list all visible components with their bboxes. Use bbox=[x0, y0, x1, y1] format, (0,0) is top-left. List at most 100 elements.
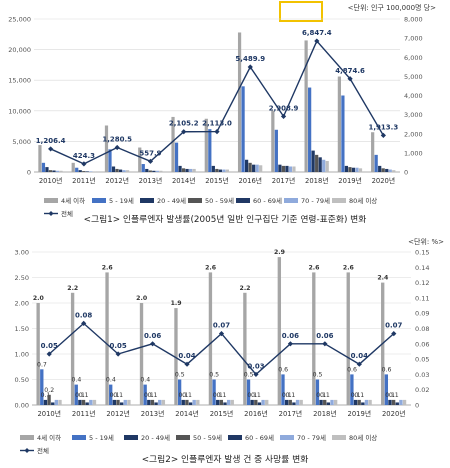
bar bbox=[285, 165, 289, 172]
bar-value-label: 0.1 bbox=[217, 392, 227, 399]
legend-label: 20 - 49세 bbox=[157, 196, 186, 205]
bar bbox=[81, 399, 86, 405]
bar bbox=[212, 379, 216, 405]
y-tick-label: 25,000 bbox=[8, 16, 31, 24]
bar bbox=[196, 399, 200, 405]
x-tick-label: 2019년 bbox=[338, 176, 362, 185]
bar bbox=[333, 399, 338, 405]
line-value-label: 0.07 bbox=[213, 322, 230, 330]
bar bbox=[323, 399, 327, 405]
y-tick-label: 10,000 bbox=[8, 107, 31, 115]
bar-value-label: 0.1 bbox=[41, 392, 51, 399]
bar bbox=[192, 168, 196, 172]
line-point bbox=[380, 132, 386, 139]
line-value-label: 0.03 bbox=[247, 362, 264, 370]
bar bbox=[288, 166, 293, 172]
bar bbox=[371, 132, 375, 172]
y2-tick-label: 0.03 bbox=[415, 371, 429, 379]
y-tick-label: 2.00 bbox=[15, 300, 29, 308]
y2-tick-label: 0.11 bbox=[415, 294, 429, 302]
legend-swatch bbox=[176, 435, 190, 440]
legend-label: 50 - 59세 bbox=[205, 196, 234, 205]
x-tick-label: 2013년 bbox=[139, 176, 163, 185]
bar bbox=[230, 399, 234, 405]
line-point bbox=[114, 144, 120, 151]
bar bbox=[141, 164, 145, 172]
line-value-label: 0.06 bbox=[144, 332, 161, 340]
bar-value-label: 0.1 bbox=[213, 392, 223, 399]
bar-value-label: 0.1 bbox=[110, 392, 120, 399]
y2-tick-label: 3,000 bbox=[404, 111, 423, 119]
legend-label: 70 - 79세 bbox=[301, 196, 330, 205]
line-value-label: 4,874.6 bbox=[335, 67, 365, 75]
bar bbox=[59, 170, 63, 172]
bar bbox=[288, 399, 292, 405]
bar bbox=[71, 162, 75, 172]
line-point bbox=[314, 38, 320, 44]
line-value-label: 424.3 bbox=[73, 152, 95, 160]
bar bbox=[89, 171, 93, 172]
legend-swatch bbox=[140, 198, 154, 203]
bar bbox=[261, 399, 265, 405]
x-tick-label: 2017년 bbox=[272, 176, 296, 185]
bar-value-label: 0.6 bbox=[347, 366, 357, 373]
legend-swatch bbox=[332, 435, 346, 440]
y2-tick-label: 7,000 bbox=[404, 35, 423, 43]
bar bbox=[254, 399, 258, 405]
bar bbox=[218, 169, 222, 172]
bar bbox=[392, 170, 396, 172]
line-value-label: 0.06 bbox=[316, 332, 333, 340]
line-value-label: 1,280.5 bbox=[102, 136, 132, 144]
line-point bbox=[147, 158, 154, 164]
bar bbox=[278, 164, 282, 172]
y2-tick-label: 4,000 bbox=[404, 92, 423, 100]
bar bbox=[257, 402, 262, 405]
bar bbox=[152, 170, 156, 172]
x-tick-label: 2013년 bbox=[141, 409, 165, 418]
bar bbox=[315, 379, 320, 405]
bar-value-label: 0.1 bbox=[389, 392, 399, 399]
bar bbox=[215, 168, 219, 172]
line-point bbox=[214, 128, 220, 135]
bar bbox=[177, 379, 182, 405]
bar bbox=[330, 399, 334, 405]
y-tick-label: 0.00 bbox=[15, 402, 29, 410]
line-value-label: 0.05 bbox=[109, 342, 126, 350]
bar bbox=[174, 142, 179, 172]
bar-value-label: 0.5 bbox=[209, 372, 219, 379]
y-tick-label: 20,000 bbox=[8, 46, 31, 54]
bar bbox=[350, 374, 354, 405]
bar-value-label: 0.1 bbox=[144, 392, 154, 399]
bar bbox=[341, 95, 345, 172]
bar bbox=[281, 374, 285, 405]
bar bbox=[243, 292, 247, 405]
bar bbox=[255, 164, 259, 172]
bar bbox=[158, 399, 162, 405]
total-line bbox=[50, 39, 384, 165]
bar bbox=[74, 384, 78, 405]
y-tick-label: 2.50 bbox=[15, 274, 29, 282]
unit-label: <단위: %> bbox=[408, 237, 444, 246]
legend-swatch bbox=[24, 448, 30, 453]
bar bbox=[189, 168, 193, 172]
bar bbox=[51, 402, 55, 405]
bar bbox=[277, 257, 282, 405]
bar bbox=[208, 129, 212, 172]
x-tick-label: 2010년 bbox=[39, 176, 63, 185]
bar bbox=[171, 116, 175, 172]
chart-fatality-rate: <단위: %> 0.00 0.50 1.00 1.50 2.00 2.50 3.00 0 0.02… bbox=[15, 237, 445, 465]
bar bbox=[111, 166, 116, 172]
bar bbox=[351, 167, 356, 172]
legend-swatch bbox=[332, 198, 346, 203]
bar bbox=[355, 167, 359, 172]
bar bbox=[138, 147, 142, 172]
bar bbox=[385, 168, 389, 172]
y2-tick-label: 1,000 bbox=[404, 149, 423, 157]
bar-value-label: 2.0 bbox=[33, 295, 45, 302]
bar-value-label: 0.1 bbox=[182, 392, 192, 399]
bar bbox=[109, 384, 113, 405]
bar-value-label: 0.4 bbox=[71, 377, 81, 384]
bar-value-label: 0.1 bbox=[148, 392, 158, 399]
y-tick-label: 3.00 bbox=[15, 249, 29, 257]
line-value-label: 2,908.9 bbox=[269, 104, 299, 112]
